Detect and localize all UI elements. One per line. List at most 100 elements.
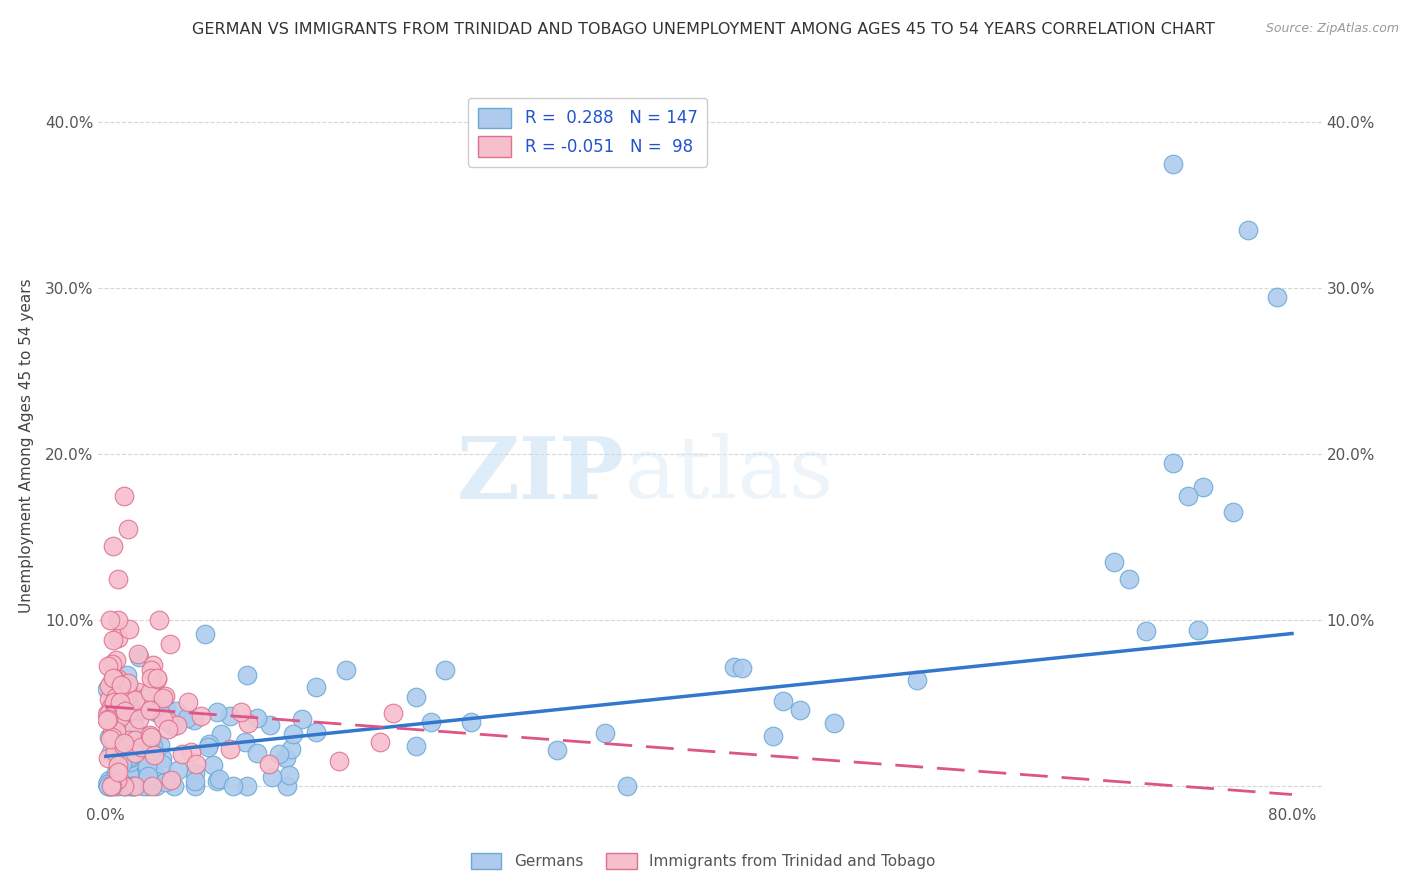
Point xyxy=(103,539,125,553)
Point xyxy=(100,745,122,759)
Point xyxy=(117,707,139,722)
Point xyxy=(112,779,135,793)
Point xyxy=(145,779,167,793)
Point xyxy=(233,734,256,748)
Point xyxy=(115,779,138,793)
Point xyxy=(107,779,129,793)
Point xyxy=(117,676,139,690)
Point xyxy=(202,758,225,772)
Point xyxy=(97,692,120,706)
Point xyxy=(150,757,173,772)
Point xyxy=(104,739,127,753)
Point xyxy=(108,737,131,751)
Point xyxy=(593,726,616,740)
Point xyxy=(141,779,163,793)
Point xyxy=(150,707,173,722)
Point xyxy=(905,673,928,688)
Point xyxy=(156,722,179,736)
Point xyxy=(146,672,169,686)
Point xyxy=(100,779,122,793)
Point xyxy=(1187,623,1209,637)
Point xyxy=(135,779,157,793)
Point xyxy=(124,756,146,770)
Point xyxy=(117,738,139,752)
Point xyxy=(128,650,150,665)
Point xyxy=(121,756,143,771)
Point xyxy=(111,756,134,770)
Point xyxy=(104,745,127,759)
Point xyxy=(1177,489,1199,503)
Point xyxy=(97,659,120,673)
Point xyxy=(460,714,482,729)
Point xyxy=(184,774,207,789)
Point xyxy=(198,737,221,751)
Point xyxy=(115,668,138,682)
Point xyxy=(139,773,162,788)
Point xyxy=(96,706,118,721)
Point xyxy=(274,750,297,764)
Point xyxy=(136,769,159,783)
Point xyxy=(246,711,269,725)
Point xyxy=(152,690,174,705)
Point xyxy=(142,740,165,755)
Point xyxy=(731,660,754,674)
Point xyxy=(167,763,190,777)
Point xyxy=(146,771,169,785)
Point xyxy=(111,694,134,708)
Point xyxy=(114,682,136,697)
Point xyxy=(108,750,131,764)
Point xyxy=(141,698,163,712)
Point xyxy=(184,757,207,772)
Point xyxy=(100,779,122,793)
Point xyxy=(259,718,281,732)
Point xyxy=(112,489,135,503)
Point xyxy=(148,613,170,627)
Point xyxy=(762,730,785,744)
Point xyxy=(616,779,638,793)
Point xyxy=(97,779,120,793)
Point xyxy=(257,756,280,771)
Point xyxy=(122,714,145,729)
Point xyxy=(117,522,139,536)
Point xyxy=(205,774,228,789)
Point xyxy=(246,746,269,760)
Point xyxy=(280,741,302,756)
Legend: R =  0.288   N = 147, R = -0.051   N =  98: R = 0.288 N = 147, R = -0.051 N = 98 xyxy=(468,97,707,167)
Point xyxy=(433,663,456,677)
Point xyxy=(278,768,301,782)
Point xyxy=(96,681,118,696)
Point xyxy=(115,724,138,739)
Point xyxy=(108,700,131,714)
Point xyxy=(97,772,120,787)
Point xyxy=(136,758,159,772)
Point xyxy=(124,747,146,761)
Point xyxy=(107,631,129,645)
Point xyxy=(184,779,207,793)
Point xyxy=(107,757,129,772)
Point xyxy=(110,775,132,789)
Point xyxy=(118,755,141,769)
Point xyxy=(162,719,184,733)
Point xyxy=(124,732,146,747)
Point xyxy=(97,779,120,793)
Point xyxy=(117,705,139,719)
Point xyxy=(142,748,165,763)
Point xyxy=(236,668,259,682)
Point xyxy=(136,729,159,743)
Point xyxy=(134,691,156,706)
Point xyxy=(103,772,125,787)
Point xyxy=(546,743,568,757)
Point xyxy=(111,724,134,739)
Text: GERMAN VS IMMIGRANTS FROM TRINIDAD AND TOBAGO UNEMPLOYMENT AMONG AGES 45 TO 54 Y: GERMAN VS IMMIGRANTS FROM TRINIDAD AND T… xyxy=(191,22,1215,37)
Point xyxy=(136,732,159,747)
Point xyxy=(112,736,135,750)
Point xyxy=(789,703,811,717)
Point xyxy=(107,684,129,698)
Point xyxy=(180,745,202,759)
Point xyxy=(155,702,177,716)
Point xyxy=(111,687,134,701)
Point xyxy=(118,681,141,695)
Point xyxy=(118,779,141,793)
Point xyxy=(281,727,304,741)
Point xyxy=(236,779,259,793)
